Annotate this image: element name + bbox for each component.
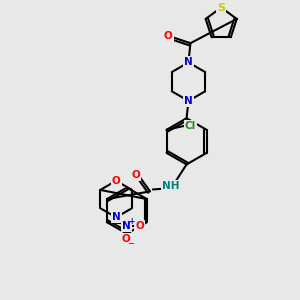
Text: O: O [122, 235, 130, 244]
Text: NH: NH [162, 181, 180, 190]
Text: O: O [164, 32, 173, 41]
Text: O: O [112, 176, 121, 186]
Text: N: N [122, 221, 130, 231]
Text: −: − [128, 239, 134, 248]
Text: +: + [128, 217, 134, 226]
Text: O: O [131, 170, 140, 180]
Text: O: O [135, 221, 144, 231]
Text: N: N [184, 96, 193, 106]
Text: N: N [184, 57, 193, 68]
Text: S: S [217, 3, 225, 13]
Text: N: N [112, 212, 121, 222]
Text: Cl: Cl [185, 121, 196, 131]
